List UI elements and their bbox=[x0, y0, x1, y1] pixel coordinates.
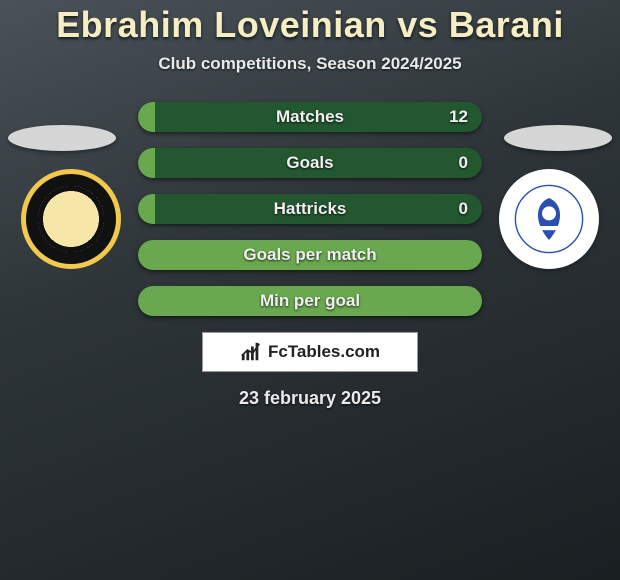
page-title: Ebrahim Loveinian vs Barani bbox=[0, 4, 620, 46]
stat-bar: Min per goal bbox=[138, 286, 482, 316]
player-ellipse-right bbox=[504, 125, 612, 151]
stat-bar: Hattricks 0 bbox=[138, 194, 482, 224]
stat-bar-fill bbox=[138, 194, 155, 224]
chart-icon bbox=[240, 341, 262, 363]
club-badge-right bbox=[499, 169, 599, 269]
stat-bar: Goals per match bbox=[138, 240, 482, 270]
stat-label: Hattricks bbox=[274, 199, 347, 219]
stat-bar: Matches 12 bbox=[138, 102, 482, 132]
stat-label: Min per goal bbox=[260, 291, 360, 311]
stat-label: Matches bbox=[276, 107, 344, 127]
stat-value-right: 0 bbox=[459, 199, 468, 219]
brand-badge: FcTables.com bbox=[202, 332, 418, 372]
subtitle: Club competitions, Season 2024/2025 bbox=[0, 54, 620, 74]
player-ellipse-left bbox=[8, 125, 116, 151]
stats-bars: Matches 12 Goals 0 Hattricks 0 Goals per match… bbox=[138, 102, 482, 316]
stat-value-right: 12 bbox=[449, 107, 468, 127]
stat-value-right: 0 bbox=[459, 153, 468, 173]
stat-bar: Goals 0 bbox=[138, 148, 482, 178]
club-badge-left bbox=[21, 169, 121, 269]
brand-text: FcTables.com bbox=[268, 342, 380, 362]
stat-bar-fill bbox=[138, 148, 155, 178]
stat-label: Goals bbox=[286, 153, 333, 173]
stat-label: Goals per match bbox=[243, 245, 376, 265]
stat-bar-fill bbox=[138, 102, 155, 132]
date-text: 23 february 2025 bbox=[0, 388, 620, 409]
